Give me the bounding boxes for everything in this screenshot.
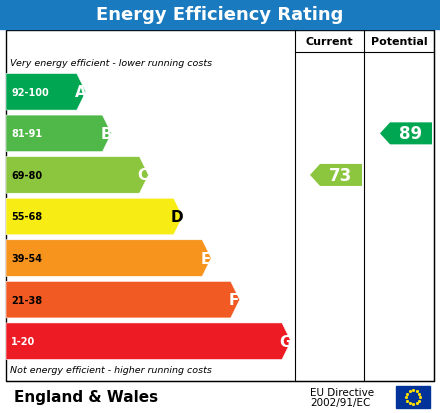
Text: 92-100: 92-100 (11, 88, 49, 97)
Polygon shape (6, 74, 86, 111)
Bar (0, 0, 440, 30)
Text: 21-38: 21-38 (11, 295, 42, 305)
Text: EU Directive: EU Directive (310, 387, 374, 397)
Polygon shape (6, 116, 111, 152)
Text: Not energy efficient - higher running costs: Not energy efficient - higher running co… (10, 366, 212, 375)
Text: 89: 89 (400, 125, 422, 143)
Text: B: B (100, 126, 112, 142)
Text: 73: 73 (330, 166, 352, 185)
Text: Very energy efficient - lower running costs: Very energy efficient - lower running co… (10, 59, 212, 68)
Text: G: G (279, 334, 292, 349)
Polygon shape (6, 323, 291, 360)
Text: 69-80: 69-80 (11, 171, 42, 180)
Text: D: D (171, 209, 183, 224)
Text: 2002/91/EC: 2002/91/EC (310, 397, 370, 407)
Polygon shape (6, 240, 211, 277)
Text: 55-68: 55-68 (11, 212, 42, 222)
Text: Energy Efficiency Rating: Energy Efficiency Rating (96, 6, 344, 24)
Text: F: F (229, 292, 239, 307)
Polygon shape (380, 123, 432, 145)
Text: A: A (74, 85, 86, 100)
Text: Current: Current (306, 37, 353, 47)
Polygon shape (6, 282, 240, 318)
Text: 39-54: 39-54 (11, 254, 42, 263)
Text: England & Wales: England & Wales (14, 389, 158, 404)
Polygon shape (310, 164, 362, 187)
Text: 1-20: 1-20 (11, 337, 35, 347)
Text: C: C (138, 168, 149, 183)
Polygon shape (6, 157, 148, 194)
Bar (6, 31, 434, 381)
Text: E: E (201, 251, 211, 266)
Polygon shape (6, 199, 183, 235)
Text: 81-91: 81-91 (11, 129, 42, 139)
Text: Potential: Potential (370, 37, 427, 47)
Bar (396, 386, 430, 408)
